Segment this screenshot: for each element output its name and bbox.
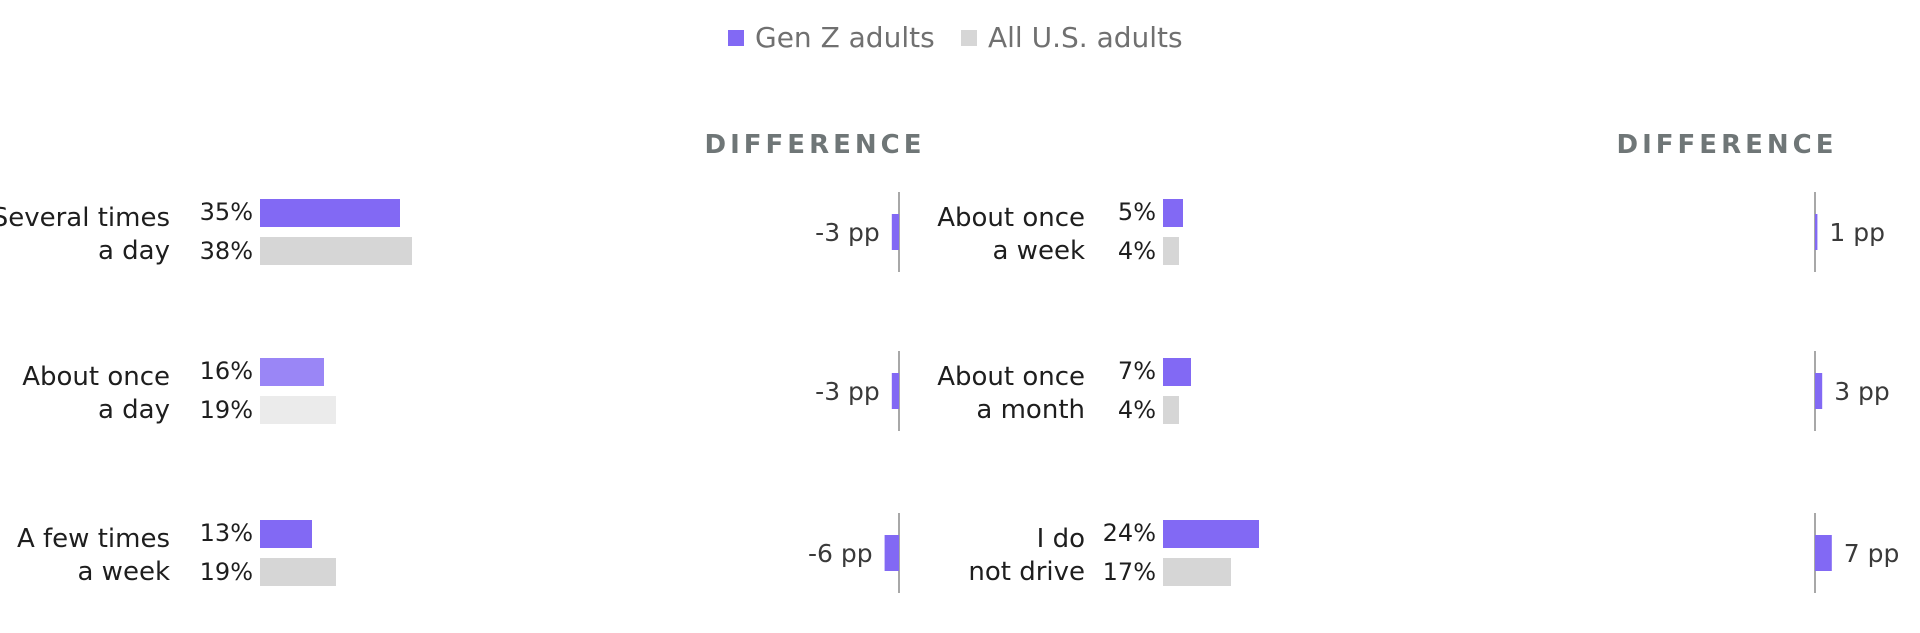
bar-gen-z-p1-r3 <box>260 520 312 548</box>
bar-gen-z-p1-r1 <box>260 199 400 227</box>
difference-bar-p2-r3 <box>1815 535 1832 571</box>
legend-swatch-all-us <box>961 30 977 46</box>
difference-bar-p1-r1 <box>891 214 899 250</box>
legend-label-all-us: All U.S. adults <box>988 21 1183 54</box>
category-label-p1-r1-line2: a day <box>98 236 170 266</box>
bar-all-us-p2-r3 <box>1163 558 1231 586</box>
difference-bar-p1-r3 <box>884 535 899 571</box>
difference-label-p2-r1: 1 pp <box>1829 218 1885 247</box>
bar-all-us-p1-r3 <box>260 558 336 586</box>
legend-label-gen-z: Gen Z adults <box>755 21 935 54</box>
value-label-gen-z-p2-r2: 7% <box>1118 357 1156 385</box>
difference-bar-p1-r2 <box>891 373 899 409</box>
value-label-all-us-p1-r1: 38% <box>200 237 253 265</box>
category-label-p2-r2-line1: About once <box>937 362 1085 392</box>
bar-all-us-p1-r2 <box>260 396 336 424</box>
category-label-p2-r1-line1: About once <box>937 203 1085 233</box>
value-label-gen-z-p1-r1: 35% <box>200 198 253 226</box>
value-label-all-us-p2-r3: 17% <box>1103 558 1156 586</box>
value-label-all-us-p2-r1: 4% <box>1118 237 1156 265</box>
bar-gen-z-p1-r2 <box>260 358 324 386</box>
category-label-p1-r3-line1: A few times <box>17 524 170 554</box>
difference-header-right: DIFFERENCE <box>1617 130 1838 160</box>
bar-all-us-p1-r1 <box>260 237 412 265</box>
legend-swatch-gen-z <box>728 30 744 46</box>
category-label-p1-r1-line1: Several times <box>0 203 170 233</box>
bar-gen-z-p2-r3 <box>1163 520 1259 548</box>
bar-gen-z-p2-r2 <box>1163 358 1191 386</box>
value-label-all-us-p1-r3: 19% <box>200 558 253 586</box>
category-label-p2-r2-line2: a month <box>976 395 1085 425</box>
difference-header-left: DIFFERENCE <box>705 130 926 160</box>
bar-all-us-p2-r1 <box>1163 237 1179 265</box>
value-label-all-us-p2-r2: 4% <box>1118 396 1156 424</box>
category-label-p2-r3-line2: not drive <box>968 557 1085 587</box>
category-label-p1-r3-line2: a week <box>77 557 170 587</box>
value-label-gen-z-p2-r1: 5% <box>1118 198 1156 226</box>
category-label-p1-r2-line1: About once <box>22 362 170 392</box>
difference-label-p1-r3: -6 pp <box>808 539 873 568</box>
category-label-p2-r3-line1: I do <box>1037 524 1085 554</box>
bar-all-us-p2-r2 <box>1163 396 1179 424</box>
value-label-gen-z-p1-r2: 16% <box>200 357 253 385</box>
difference-bar-p2-r1 <box>1815 214 1818 250</box>
difference-label-p2-r3: 7 pp <box>1844 539 1900 568</box>
category-label-p2-r1-line2: a week <box>992 236 1085 266</box>
value-label-gen-z-p1-r3: 13% <box>200 519 253 547</box>
value-label-gen-z-p2-r3: 24% <box>1103 519 1156 547</box>
legend: Gen Z adults All U.S. adults <box>728 21 1183 54</box>
difference-label-p2-r2: 3 pp <box>1834 377 1890 406</box>
bar-gen-z-p2-r1 <box>1163 199 1183 227</box>
value-label-all-us-p1-r2: 19% <box>200 396 253 424</box>
difference-bar-p2-r2 <box>1815 373 1823 409</box>
difference-label-p1-r2: -3 pp <box>815 377 880 406</box>
difference-label-p1-r1: -3 pp <box>815 218 880 247</box>
category-label-p1-r2-line2: a day <box>98 395 170 425</box>
